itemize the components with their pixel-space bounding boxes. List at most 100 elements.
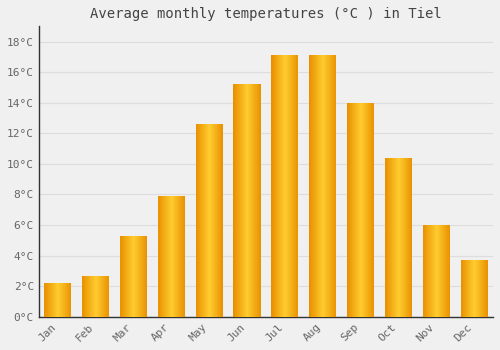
Bar (160, 196, 161, 317)
Bar (237, 84, 238, 317)
Bar (370, 103, 371, 317)
Bar (486, 260, 487, 317)
Bar (58, 283, 59, 317)
Bar (86, 275, 88, 317)
Bar (335, 55, 336, 317)
Bar (199, 124, 200, 317)
Bar (256, 84, 257, 317)
Bar (240, 84, 241, 317)
Bar (434, 225, 435, 317)
Bar (318, 55, 320, 317)
Bar (283, 55, 284, 317)
Bar (128, 236, 130, 317)
Bar (179, 196, 180, 317)
Bar (472, 260, 473, 317)
Bar (246, 84, 247, 317)
Bar (436, 225, 437, 317)
Bar (424, 225, 426, 317)
Bar (292, 55, 293, 317)
Bar (144, 236, 145, 317)
Bar (358, 103, 359, 317)
Bar (398, 158, 399, 317)
Bar (158, 196, 159, 317)
Bar (207, 124, 208, 317)
Bar (45, 283, 46, 317)
Bar (282, 55, 283, 317)
Bar (290, 55, 291, 317)
Bar (49, 283, 50, 317)
Bar (405, 158, 406, 317)
Bar (393, 158, 394, 317)
Bar (243, 84, 244, 317)
Bar (402, 158, 403, 317)
Bar (296, 55, 297, 317)
Bar (201, 124, 202, 317)
Bar (444, 225, 445, 317)
Bar (331, 55, 332, 317)
Bar (99, 275, 100, 317)
Bar (386, 158, 387, 317)
Bar (63, 283, 64, 317)
Bar (324, 55, 325, 317)
Bar (404, 158, 405, 317)
Bar (202, 124, 203, 317)
Bar (313, 55, 314, 317)
Bar (408, 158, 410, 317)
Bar (443, 225, 444, 317)
Bar (123, 236, 124, 317)
Bar (297, 55, 298, 317)
Bar (92, 275, 93, 317)
Bar (291, 55, 292, 317)
Bar (70, 283, 72, 317)
Bar (397, 158, 398, 317)
Bar (65, 283, 66, 317)
Bar (211, 124, 212, 317)
Title: Average monthly temperatures (°C ) in Tiel: Average monthly temperatures (°C ) in Ti… (90, 7, 442, 21)
Bar (325, 55, 326, 317)
Bar (460, 260, 461, 317)
Bar (146, 236, 147, 317)
Bar (95, 275, 96, 317)
Bar (236, 84, 237, 317)
Bar (278, 55, 280, 317)
Bar (392, 158, 393, 317)
Bar (82, 275, 84, 317)
Bar (406, 158, 408, 317)
Bar (435, 225, 436, 317)
Bar (400, 158, 401, 317)
Bar (198, 124, 199, 317)
Bar (479, 260, 480, 317)
Bar (130, 236, 132, 317)
Bar (121, 236, 122, 317)
Bar (62, 283, 63, 317)
Bar (289, 55, 290, 317)
Bar (133, 236, 134, 317)
Bar (196, 124, 197, 317)
Bar (311, 55, 312, 317)
Bar (326, 55, 327, 317)
Bar (255, 84, 256, 317)
Bar (107, 275, 108, 317)
Bar (332, 55, 333, 317)
Bar (348, 103, 349, 317)
Bar (438, 225, 439, 317)
Bar (327, 55, 328, 317)
Bar (258, 84, 260, 317)
Bar (353, 103, 354, 317)
Bar (163, 196, 164, 317)
Bar (328, 55, 329, 317)
Bar (96, 275, 97, 317)
Bar (272, 55, 274, 317)
Bar (161, 196, 162, 317)
Bar (222, 124, 223, 317)
Bar (294, 55, 295, 317)
Bar (104, 275, 105, 317)
Bar (481, 260, 482, 317)
Bar (180, 196, 181, 317)
Bar (132, 236, 133, 317)
Bar (122, 236, 123, 317)
Bar (159, 196, 160, 317)
Bar (470, 260, 472, 317)
Bar (208, 124, 209, 317)
Bar (480, 260, 481, 317)
